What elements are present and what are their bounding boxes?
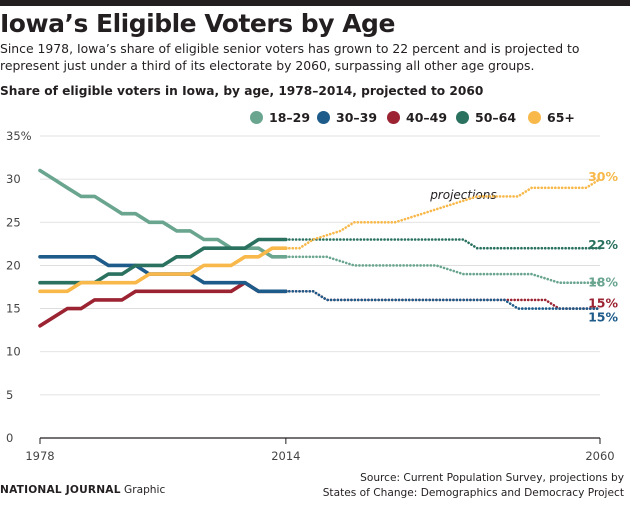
source-note: Source: Current Population Survey, proje… — [323, 471, 624, 501]
end-label-50–64: 22% — [588, 237, 618, 252]
legend-swatch — [456, 111, 469, 124]
legend-item-40–49: 40–49 — [387, 110, 447, 125]
y-tick-label-25: 25 — [6, 215, 21, 229]
chart-title: Share of eligible voters in Iowa, by age… — [0, 84, 484, 98]
legend-swatch — [387, 111, 400, 124]
end-label-18–29: 18% — [588, 275, 618, 290]
legend-label: 30–39 — [336, 110, 378, 125]
source-line-2: States of Change: Demographics and Democ… — [322, 487, 624, 499]
series-65+-actual — [38, 246, 288, 294]
y-tick-label-20: 20 — [6, 258, 21, 272]
brand-suffix: Graphic — [124, 484, 166, 496]
series-50–64-actual — [38, 237, 288, 285]
end-label-40–49: 15% — [588, 296, 618, 311]
legend-item-65+: 65+ — [528, 110, 575, 125]
legend-swatch — [317, 111, 330, 124]
series-18–29-projected — [284, 255, 602, 285]
legend-swatch — [528, 111, 541, 124]
page-title: Iowa’s Eligible Voters by Age — [0, 9, 395, 38]
legend-label: 18–29 — [269, 110, 311, 125]
y-tick-label-0: 0 — [6, 431, 13, 445]
brand-name: NATIONAL JOURNAL — [0, 484, 121, 496]
end-label-65+: 30% — [588, 169, 618, 184]
series-50–64-projected — [284, 238, 602, 250]
series-30–39-projected — [284, 289, 602, 310]
projections-annotation: projections — [429, 188, 496, 202]
legend-item-30–39: 30–39 — [317, 110, 377, 125]
y-tick-label-30: 30 — [6, 172, 21, 186]
series-65+-projected — [284, 177, 602, 250]
end-label-30–39: 15% — [588, 310, 618, 325]
x-tick-label-2060: 2060 — [585, 449, 614, 463]
legend-item-18–29: 18–29 — [250, 110, 310, 125]
y-tick-label-5: 5 — [6, 388, 13, 402]
legend-label: 40–49 — [406, 110, 448, 125]
source-line-1: Source: Current Population Survey, proje… — [360, 472, 624, 484]
chart-legend: 18–29 30–39 40–49 50–64 65+ — [0, 110, 630, 128]
x-tick-label-2014: 2014 — [271, 449, 300, 463]
y-tick-label-10: 10 — [6, 345, 21, 359]
x-tick-label-1978: 1978 — [25, 449, 54, 463]
y-tick-label-35: 35% — [6, 129, 32, 143]
series-40–49-actual — [38, 280, 288, 328]
legend-swatch — [250, 111, 263, 124]
legend-item-50–64: 50–64 — [456, 110, 516, 125]
legend-label: 65+ — [547, 110, 575, 125]
legend-label: 50–64 — [475, 110, 517, 125]
brand-credit: NATIONAL JOURNAL Graphic — [0, 484, 165, 496]
top-rule — [0, 0, 630, 6]
y-tick-label-15: 15 — [6, 302, 21, 316]
page-subtitle: Since 1978, Iowa’s share of eligible sen… — [0, 41, 580, 73]
